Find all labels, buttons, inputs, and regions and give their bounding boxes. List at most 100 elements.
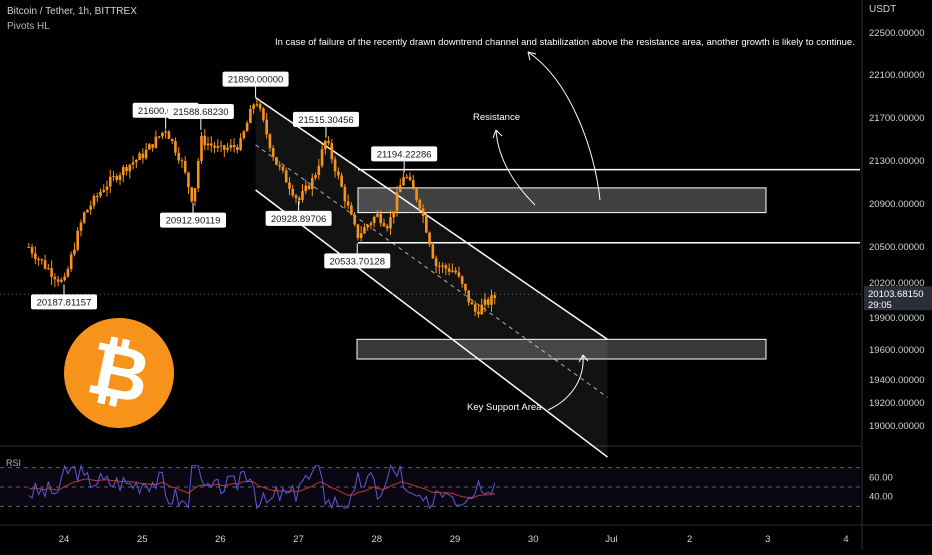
candle-body-40 bbox=[157, 136, 161, 138]
candle-body-2 bbox=[34, 253, 37, 260]
arrow-head-note bbox=[527, 51, 537, 61]
candle-body-95 bbox=[337, 171, 340, 176]
x-tick-label-1: 25 bbox=[137, 534, 148, 545]
pivot-label-4: 21890.00000 bbox=[228, 75, 283, 86]
candle-body-101 bbox=[356, 224, 360, 239]
x-tick-label-4: 28 bbox=[372, 534, 383, 545]
pivot-box-5 bbox=[292, 111, 359, 127]
y-tick-label-11: 19000.00000 bbox=[869, 421, 924, 432]
candle-body-15 bbox=[76, 230, 79, 250]
candle-body-126 bbox=[438, 266, 441, 268]
support-label: Key Support Area bbox=[467, 402, 542, 413]
candle-body-83 bbox=[297, 197, 301, 200]
candle-body-107 bbox=[376, 213, 379, 217]
chart-title[interactable]: Bitcoin / Tether, 1h, BITTREX bbox=[7, 6, 137, 17]
y-tick-label-5: 20500.00000 bbox=[869, 242, 924, 253]
candle-body-129 bbox=[447, 268, 451, 272]
candle-body-103 bbox=[363, 227, 366, 234]
candle-body-119 bbox=[415, 189, 418, 200]
candle-body-74 bbox=[268, 134, 272, 149]
y-tick-label-2: 21700.00000 bbox=[869, 113, 924, 124]
candle-body-133 bbox=[460, 276, 464, 284]
rsi-label[interactable]: RSI bbox=[6, 458, 22, 468]
indicator-label[interactable]: Pivots HL bbox=[7, 21, 50, 32]
candle-body-16 bbox=[79, 222, 83, 231]
candle-body-109 bbox=[382, 223, 386, 227]
candle-body-0 bbox=[27, 247, 31, 248]
candle-body-24 bbox=[105, 186, 109, 190]
candle-body-33 bbox=[135, 159, 138, 163]
candle-body-96 bbox=[340, 175, 343, 187]
pivot-box-8 bbox=[324, 253, 391, 269]
candle-body-54 bbox=[203, 135, 207, 146]
channel-upper-line bbox=[255, 96, 608, 340]
candle-body-8 bbox=[53, 276, 57, 280]
rsi-tick-label-0: 60.00 bbox=[869, 472, 893, 483]
candle-body-102 bbox=[359, 233, 363, 239]
y-tick-label-1: 22100.00000 bbox=[869, 70, 924, 81]
arrow-to-resistance bbox=[495, 129, 536, 206]
y-tick-label-3: 21300.00000 bbox=[869, 156, 924, 167]
candle-body-37 bbox=[148, 144, 151, 150]
candle-body-68 bbox=[249, 108, 252, 123]
candle-body-59 bbox=[219, 145, 223, 147]
pivot-box-7 bbox=[371, 146, 438, 162]
arrow-head-support bbox=[578, 354, 589, 363]
candle-body-97 bbox=[343, 186, 347, 202]
pivot-label-5: 21515.30456 bbox=[298, 115, 353, 126]
candle-body-35 bbox=[141, 153, 145, 159]
arrow-to-support bbox=[547, 354, 584, 411]
candle-body-51 bbox=[193, 188, 197, 202]
candle-body-72 bbox=[262, 108, 265, 120]
candle-body-50 bbox=[190, 187, 194, 202]
candle-body-23 bbox=[102, 189, 106, 192]
candle-body-80 bbox=[288, 182, 291, 189]
pivot-label-1: 21600.00000 bbox=[138, 106, 193, 117]
candle-body-69 bbox=[252, 104, 255, 109]
candle-body-10 bbox=[60, 279, 63, 282]
y-tick-label-4: 20900.00000 bbox=[869, 199, 924, 210]
candle-body-98 bbox=[346, 201, 350, 206]
candle-body-78 bbox=[281, 166, 285, 171]
candle-body-66 bbox=[242, 131, 246, 139]
candle-body-39 bbox=[154, 136, 158, 148]
candle-body-62 bbox=[229, 144, 233, 148]
candle-body-32 bbox=[131, 162, 135, 165]
candle-body-41 bbox=[161, 132, 164, 137]
candle-body-6 bbox=[47, 268, 50, 270]
candle-body-30 bbox=[125, 167, 128, 172]
candle-body-63 bbox=[232, 144, 236, 148]
candle-body-115 bbox=[402, 176, 405, 186]
candle-body-125 bbox=[434, 258, 438, 267]
x-tick-label-7: Jul bbox=[605, 534, 617, 545]
candle-body-3 bbox=[37, 259, 40, 261]
candle-body-123 bbox=[428, 232, 431, 245]
candle-body-91 bbox=[324, 140, 327, 150]
candle-body-53 bbox=[200, 135, 203, 161]
candle-body-108 bbox=[379, 213, 383, 224]
candle-body-135 bbox=[467, 290, 470, 303]
candle-body-13 bbox=[69, 254, 73, 270]
candle-body-122 bbox=[425, 216, 428, 233]
candle-body-60 bbox=[223, 145, 226, 150]
candle-body-36 bbox=[144, 149, 148, 159]
candle-body-132 bbox=[457, 272, 461, 277]
pivot-label-8: 20533.70128 bbox=[330, 256, 385, 267]
candle-body-130 bbox=[451, 270, 454, 272]
y-tick-label-10: 19200.00000 bbox=[869, 398, 924, 409]
y-tick-label-7: 19900.00000 bbox=[869, 313, 924, 324]
candle-body-26 bbox=[112, 175, 115, 177]
channel-fill bbox=[255, 97, 608, 458]
candle-body-138 bbox=[477, 311, 480, 315]
candle-body-43 bbox=[167, 131, 171, 139]
support-zone bbox=[356, 338, 767, 360]
candle-body-81 bbox=[291, 188, 295, 196]
candle-body-34 bbox=[138, 153, 141, 160]
candle-body-18 bbox=[86, 209, 89, 213]
candle-body-124 bbox=[431, 244, 435, 259]
candle-body-56 bbox=[209, 143, 213, 146]
candle-body-27 bbox=[115, 175, 119, 180]
x-tick-label-9: 3 bbox=[765, 534, 770, 545]
current-price-tag bbox=[864, 286, 932, 311]
